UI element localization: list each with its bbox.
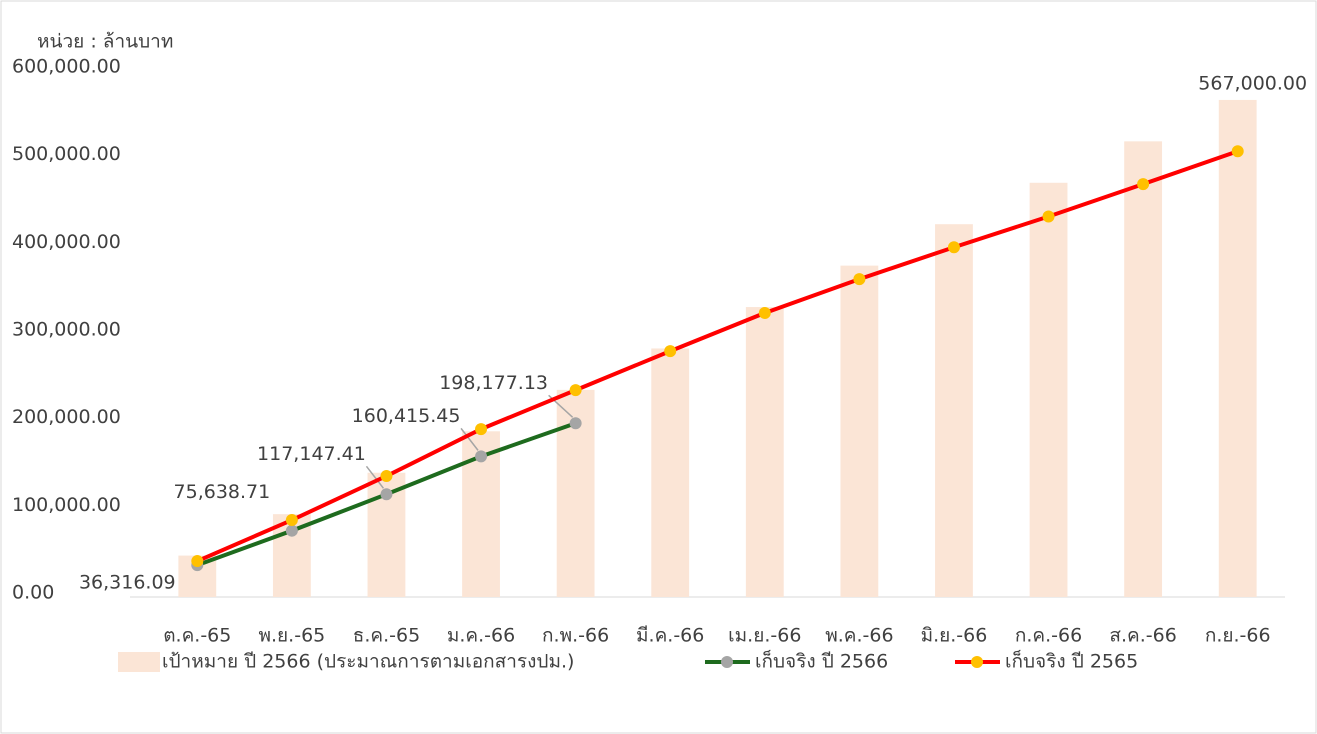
bar xyxy=(840,265,879,597)
series-marker xyxy=(853,273,866,286)
series-marker xyxy=(475,423,488,436)
series-marker xyxy=(475,450,488,463)
y-tick-label: 100,000.00 xyxy=(12,494,121,516)
x-tick-label: ส.ค.-66 xyxy=(1109,625,1176,647)
bar xyxy=(745,307,784,597)
x-tick-label: พ.ย.-65 xyxy=(258,625,325,647)
legend-label: เป้าหมาย ปี 2566 (ประมาณการตามเอกสารงปม.… xyxy=(162,651,574,673)
series-line xyxy=(196,149,1239,563)
x-tick-label: มิ.ย.-66 xyxy=(921,625,988,647)
series-marker xyxy=(569,417,582,430)
y-tick-label: 600,000.00 xyxy=(12,56,121,78)
series-marker xyxy=(947,241,960,254)
x-tick-label: ก.พ.-66 xyxy=(542,625,609,647)
bar xyxy=(1218,99,1257,598)
bar xyxy=(651,348,690,597)
series-marker xyxy=(380,470,393,483)
legend-marker xyxy=(971,656,983,668)
x-tick-label: ม.ค.-66 xyxy=(447,625,515,647)
unit-label: หน่วย : ล้านบาท xyxy=(37,31,173,53)
legend-label: เก็บจริง ปี 2565 xyxy=(1005,649,1138,673)
series-marker xyxy=(191,555,204,568)
legend-marker xyxy=(721,656,733,668)
series-marker xyxy=(285,514,298,527)
x-tick-label: ก.ย.-66 xyxy=(1205,625,1271,647)
leader-line xyxy=(460,427,479,451)
series-marker xyxy=(1231,145,1244,158)
y-tick-label: 0.00 xyxy=(12,582,54,604)
line-value-label: 198,177.13 xyxy=(439,372,548,394)
series-marker xyxy=(380,488,393,501)
line-value-label: 117,147.41 xyxy=(257,443,366,465)
x-tick-label: ก.ค.-66 xyxy=(1015,625,1082,647)
line-value-label: 160,415.45 xyxy=(352,405,461,427)
series-marker xyxy=(1137,178,1150,191)
y-tick-label: 500,000.00 xyxy=(12,143,121,165)
x-tick-label: ธ.ค.-65 xyxy=(353,625,420,647)
bar-value-label: 567,000.00 xyxy=(1198,72,1307,94)
x-tick-label: ต.ค.-65 xyxy=(163,625,231,647)
series-marker xyxy=(1042,210,1055,223)
line-value-label: 36,316.09 xyxy=(79,572,176,594)
y-tick-label: 200,000.00 xyxy=(12,406,121,428)
x-tick-label: มี.ค.-66 xyxy=(636,625,704,647)
x-tick-label: พ.ค.-66 xyxy=(825,625,893,647)
series-marker xyxy=(758,306,771,319)
bar xyxy=(1029,182,1068,597)
legend-swatch xyxy=(118,652,160,672)
y-tick-label: 400,000.00 xyxy=(12,231,121,253)
x-tick-label: เม.ย.-66 xyxy=(728,625,801,647)
legend-label: เก็บจริง ปี 2566 xyxy=(755,649,888,673)
series-marker xyxy=(664,345,677,358)
bar xyxy=(935,224,973,597)
series-marker xyxy=(285,524,298,537)
leader-line xyxy=(365,465,385,489)
bar xyxy=(1124,141,1163,598)
line-value-label: 75,638.71 xyxy=(174,481,271,503)
y-tick-label: 300,000.00 xyxy=(12,319,121,341)
series-marker xyxy=(569,384,582,397)
